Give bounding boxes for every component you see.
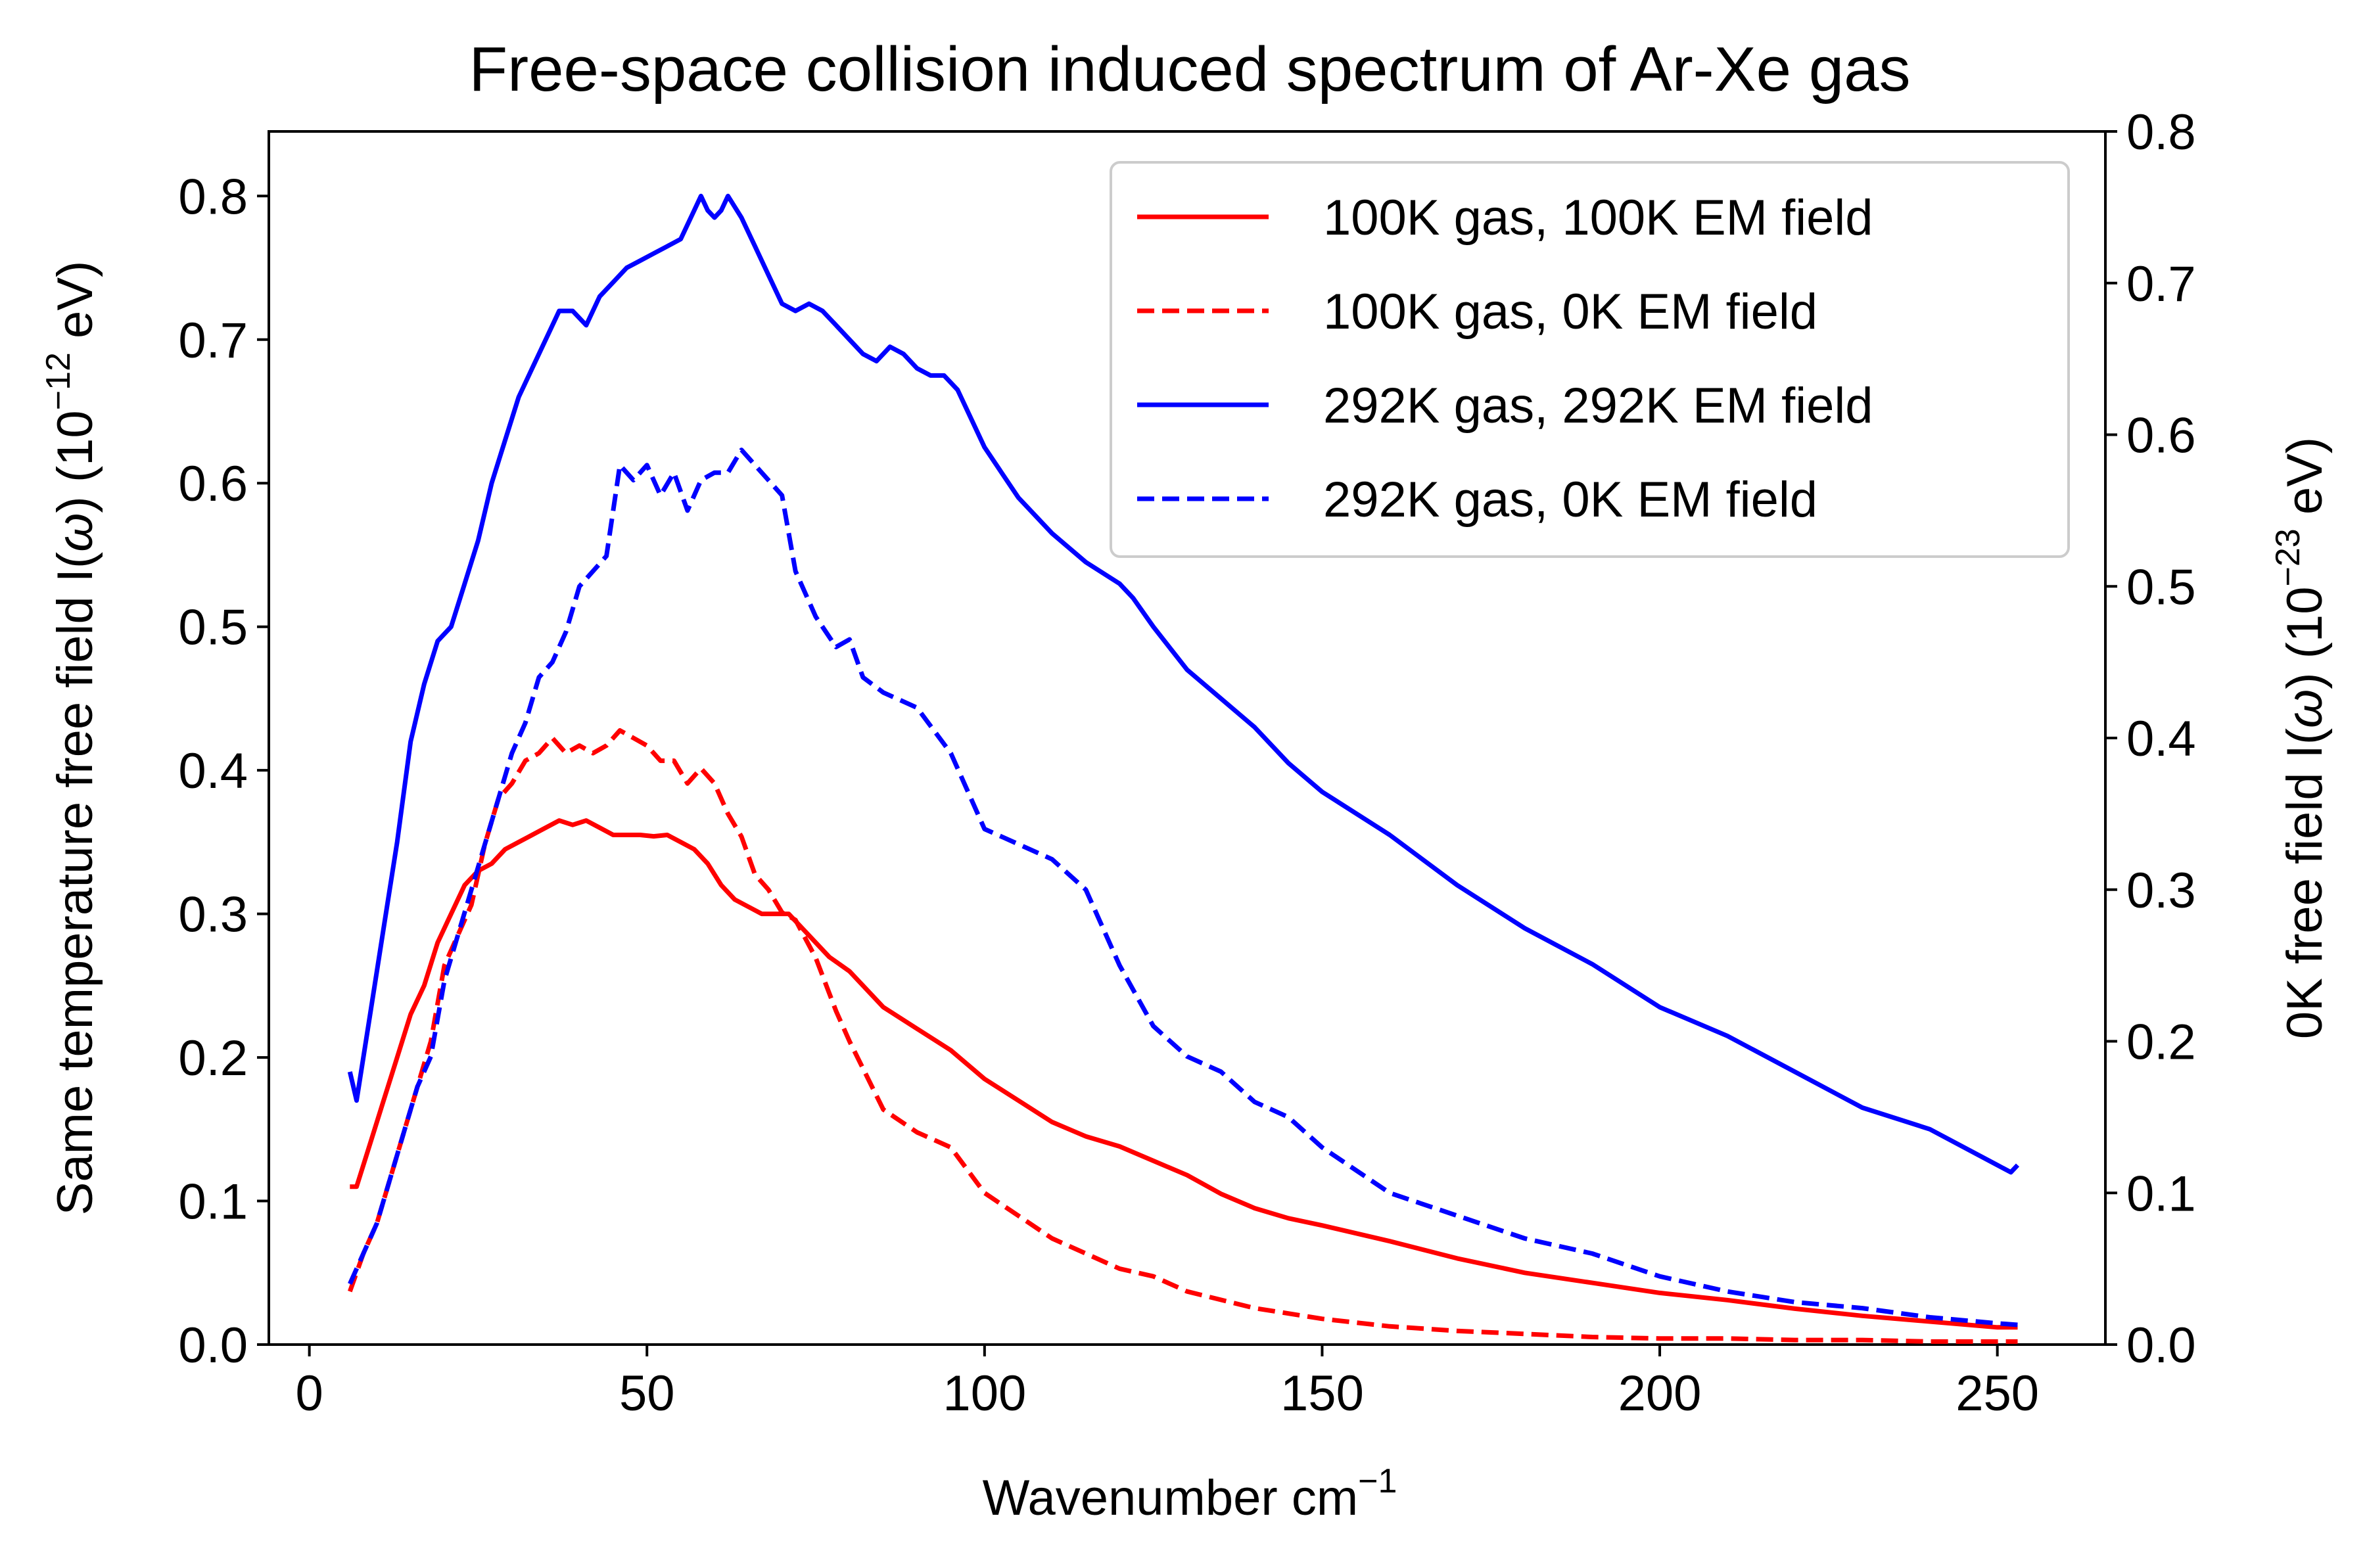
y-left-tick-label: 0.2 <box>178 1030 248 1086</box>
y-left-tick-label: 0.1 <box>178 1174 248 1230</box>
y-axis-right-title: 0K free field I(ω) (10−23 eV) <box>2269 437 2333 1039</box>
y-right-tick-label: 0.2 <box>2126 1015 2196 1071</box>
y-left-tick-label: 0.8 <box>178 169 248 225</box>
y-right-tick-label: 0.8 <box>2126 104 2196 160</box>
y-left-tick-label: 0.5 <box>178 600 248 656</box>
x-axis-title: Wavenumber cm−1 <box>983 1462 1397 1526</box>
y-left-tick-label: 0.0 <box>178 1318 248 1373</box>
y-right-tick-label: 0.5 <box>2126 559 2196 615</box>
y-right-tick-label: 0.6 <box>2126 408 2196 464</box>
legend-label-1: 100K gas, 100K EM field <box>1323 190 1873 246</box>
legend-label-4: 292K gas, 0K EM field <box>1323 472 1817 528</box>
x-tick-label: 50 <box>619 1366 675 1421</box>
series-line-2 <box>348 728 2018 1344</box>
x-tick-label: 250 <box>1956 1366 2039 1421</box>
x-axis-title-superscript: −1 <box>1358 1462 1397 1500</box>
y-left-tick-label: 0.7 <box>178 313 248 369</box>
y-axis-right: 0.0 0.1 0.2 0.3 0.4 0.5 0.6 0.7 0.8 <box>2105 104 2196 1373</box>
series-line-4 <box>348 448 2018 1327</box>
chart-title: Free-space collision induced spectrum of… <box>469 34 1910 104</box>
y-axis-left-title: Same temperature free field I(ω) (10−12 … <box>39 261 103 1216</box>
y-axis-left-title-superscript: −12 <box>39 352 78 410</box>
x-tick-label: 200 <box>1618 1366 1702 1421</box>
legend-label-2: 100K gas, 0K EM field <box>1323 284 1817 340</box>
x-axis: 0 50 100 150 200 250 <box>295 1345 2039 1421</box>
y-right-tick-label: 0.1 <box>2126 1166 2196 1222</box>
legend: 100K gas, 100K EM field 100K gas, 0K EM f… <box>1110 161 2070 558</box>
x-tick-label: 0 <box>295 1366 323 1421</box>
y-left-tick-label: 0.4 <box>178 743 248 799</box>
x-tick-label: 100 <box>943 1366 1026 1421</box>
y-right-tick-label: 0.3 <box>2126 863 2196 919</box>
y-right-tick-label: 0.0 <box>2126 1318 2196 1373</box>
legend-label-3: 292K gas, 292K EM field <box>1323 378 1873 434</box>
series-line-3 <box>347 193 2020 1175</box>
y-left-tick-label: 0.3 <box>178 887 248 943</box>
legend-box <box>1110 161 2070 558</box>
y-right-tick-label: 0.4 <box>2126 711 2196 767</box>
y-right-tick-label: 0.7 <box>2126 256 2196 312</box>
series-line-1 <box>350 818 2018 1330</box>
y-axis-left: 0.0 0.1 0.2 0.3 0.4 0.5 0.6 0.7 0.8 <box>178 169 269 1373</box>
y-axis-right-title-superscript: −23 <box>2269 528 2307 586</box>
x-tick-label: 150 <box>1280 1366 1364 1421</box>
series-group <box>347 193 2020 1344</box>
y-left-tick-label: 0.6 <box>178 456 248 512</box>
